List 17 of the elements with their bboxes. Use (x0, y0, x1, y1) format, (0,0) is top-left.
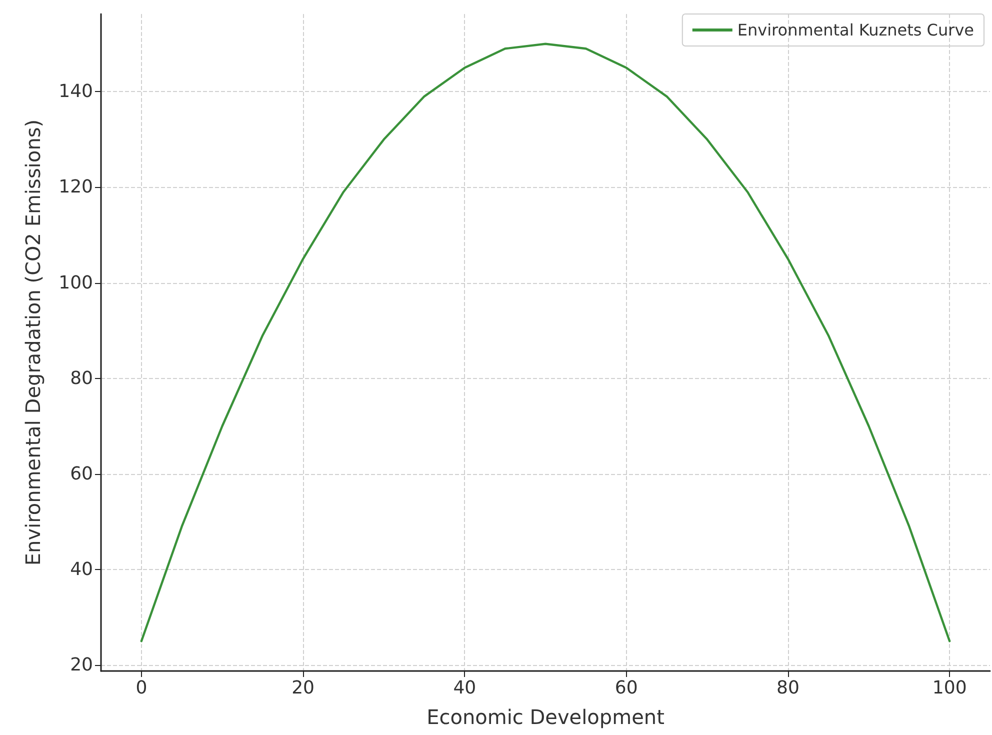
x-tick-label: 100 (932, 678, 967, 698)
y-tick-label: 40 (70, 558, 93, 580)
y-tick-label: 80 (70, 368, 93, 389)
y-tick-label: 20 (70, 654, 93, 676)
x-tick-label: 40 (453, 678, 476, 698)
y-axis-title: Environmental Degradation (CO2 Emissions) (21, 119, 45, 566)
x-tick-label: 60 (614, 678, 638, 698)
y-tick-label: 100 (58, 272, 93, 294)
y-tick-label: 60 (70, 463, 93, 484)
x-tick-label: 0 (136, 678, 148, 698)
x-tick-label: 80 (776, 678, 800, 698)
line-series (140, 42, 951, 642)
x-tick-label: 20 (292, 678, 314, 698)
x-axis-title: Economic Development (426, 705, 665, 729)
legend-label: Environmental Kuznets Curve (737, 20, 974, 40)
y-tick-label: 120 (58, 176, 93, 198)
y-tick-label: 140 (58, 81, 93, 102)
